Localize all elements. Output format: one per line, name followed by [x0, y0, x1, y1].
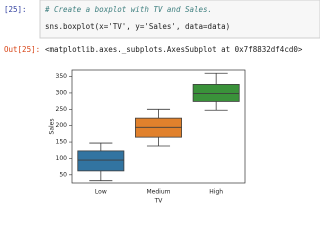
y-tick-label: 300 [56, 89, 68, 96]
output-text: <matplotlib.axes._subplots.AxesSubplot a… [45, 45, 303, 54]
code-cell[interactable] [39, 0, 320, 39]
page: [25]: # Create a boxplot with TV and Sal… [4, 0, 320, 205]
y-tick-label: 150 [56, 139, 68, 146]
input-prompt: [25]: [4, 5, 27, 14]
x-tick-label: Low [95, 189, 107, 196]
y-tick-label: 50 [59, 171, 67, 178]
code-comment: # Create a boxplot with TV and Sales. [44, 5, 212, 14]
plot-frame [71, 69, 246, 184]
notebook: [25]: # Create a boxplot with TV and Sal… [4, 0, 320, 205]
x-tick-label: High [209, 189, 223, 196]
box [77, 150, 125, 172]
output-prompt: Out[25]: [4, 45, 40, 54]
y-tick-label: 250 [56, 106, 68, 113]
code-line: sns.boxplot(x='TV', y='Sales', data=data… [45, 22, 230, 31]
chart: 50 100 150 200 250 300 350 Sales TV Low Medium High [49, 69, 246, 205]
x-tick-label: Medium [147, 189, 171, 196]
x-axis-label: TV [154, 198, 164, 205]
y-axis-label: Sales [49, 119, 56, 135]
box [192, 84, 240, 102]
y-tick-label: 200 [56, 122, 68, 129]
y-tick-label: 350 [56, 73, 68, 80]
y-tick-label: 100 [56, 155, 68, 162]
